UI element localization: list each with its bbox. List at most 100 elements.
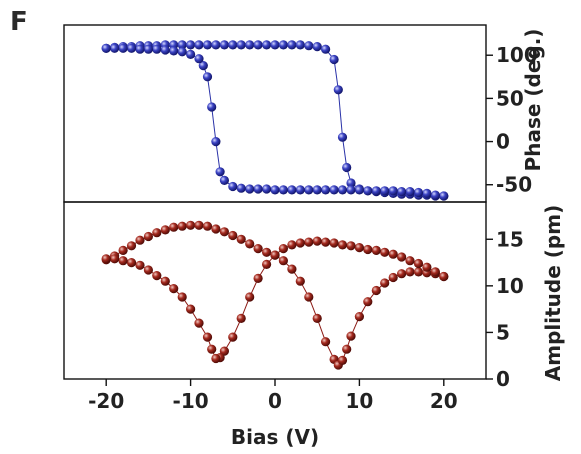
phase-data-point xyxy=(211,137,221,147)
amplitude-y-tick-label: 10 xyxy=(496,274,524,298)
amplitude-data-point xyxy=(329,238,339,248)
amplitude-data-point xyxy=(186,304,196,314)
amplitude-data-point xyxy=(413,258,424,269)
phase-data-point xyxy=(126,43,137,53)
phase-data-point xyxy=(219,40,229,50)
phase-data-point xyxy=(304,41,314,51)
amplitude-data-point xyxy=(211,224,221,234)
phase-data-point xyxy=(278,185,288,195)
x-ticks: -20 -10 0 10 20 xyxy=(88,379,458,413)
phase-data-point xyxy=(337,132,348,142)
amplitude-data-point xyxy=(312,236,322,246)
phase-y-tick-label: 50 xyxy=(496,86,524,110)
amplitude-data-point xyxy=(194,220,204,230)
amplitude-data-point xyxy=(152,271,162,281)
amplitude-data-point xyxy=(321,337,331,347)
phase-data-point xyxy=(169,46,179,56)
amplitude-data-point xyxy=(194,318,204,328)
phase-data-point xyxy=(397,187,407,197)
amplitude-data-point xyxy=(354,312,364,322)
amplitude-data-point xyxy=(397,252,407,262)
amplitude-data-point xyxy=(278,256,288,266)
amplitude-data-point xyxy=(354,243,364,253)
phase-data-point xyxy=(270,185,280,195)
phase-data-point xyxy=(304,185,314,195)
phase-data-point xyxy=(236,183,246,193)
phase-y-tick-label: 0 xyxy=(496,130,510,154)
phase-data-point xyxy=(333,85,343,95)
amplitude-data-point xyxy=(337,240,348,250)
amplitude-data-point xyxy=(278,244,288,254)
amplitude-data-point xyxy=(363,244,373,255)
phase-data-point xyxy=(101,43,111,53)
amplitude-data-point xyxy=(422,262,432,272)
x-tick-label: 0 xyxy=(268,389,282,413)
amplitude-data-point xyxy=(262,247,272,257)
amplitude-data-point xyxy=(152,228,162,238)
amplitude-data-point xyxy=(380,278,390,288)
amplitude-data-point xyxy=(253,273,263,283)
phase-data-point xyxy=(430,190,440,200)
amplitude-data-point xyxy=(295,276,305,286)
amplitude-data-point xyxy=(219,227,229,237)
phase-y-tick-label: -50 xyxy=(496,173,532,197)
phase-series-line xyxy=(106,44,444,197)
phase-data-point xyxy=(228,40,238,50)
amplitude-data-point xyxy=(177,292,187,302)
phase-axis-title: Phase (deg.) xyxy=(521,29,545,172)
amplitude-data-point xyxy=(346,241,356,251)
amplitude-data-point xyxy=(245,239,255,249)
amplitude-data-point xyxy=(253,244,263,254)
phase-data-point xyxy=(321,44,331,54)
amplitude-data-point xyxy=(160,276,170,286)
phase-data-point xyxy=(228,181,238,192)
phase-data-point xyxy=(186,49,196,60)
phase-data-point xyxy=(194,54,204,64)
phase-data-point xyxy=(439,191,449,201)
amplitude-data-point xyxy=(388,272,398,283)
amplitude-series xyxy=(101,220,449,370)
amplitude-data-point xyxy=(346,331,356,341)
phase-data-point xyxy=(405,187,415,197)
amplitude-data-point xyxy=(287,264,297,274)
amplitude-y-tick-label: 0 xyxy=(496,367,510,391)
amplitude-data-point xyxy=(118,256,128,266)
amplitude-data-point xyxy=(202,221,213,231)
amplitude-data-point xyxy=(207,344,217,354)
phase-data-point xyxy=(207,102,217,112)
phase-data-point xyxy=(354,185,364,195)
amplitude-data-point xyxy=(312,313,322,323)
x-tick-label: 10 xyxy=(345,389,373,413)
phase-data-point xyxy=(388,186,398,196)
phase-data-point xyxy=(135,44,145,54)
phase-data-point xyxy=(253,184,263,194)
phase-data-point xyxy=(262,40,272,50)
amplitude-data-point xyxy=(143,265,153,275)
phase-data-point xyxy=(219,175,229,185)
amplitude-data-point xyxy=(413,267,424,277)
phase-data-point xyxy=(329,54,339,65)
amplitude-data-point xyxy=(405,267,415,277)
amplitude-data-point xyxy=(135,260,145,270)
amplitude-data-point xyxy=(236,313,246,323)
amplitude-data-point xyxy=(295,238,305,248)
x-axis-title: Bias (V) xyxy=(231,425,319,449)
amplitude-data-point xyxy=(430,267,440,277)
amplitude-data-point xyxy=(363,297,373,307)
phase-data-point xyxy=(262,184,272,194)
amplitude-data-point xyxy=(118,245,128,255)
amplitude-data-point xyxy=(135,235,145,245)
amplitude-data-point xyxy=(287,240,297,250)
amplitude-y-tick-label: 15 xyxy=(496,227,524,251)
phase-y-ticks: 100 50 0 -50 xyxy=(486,43,538,197)
amplitude-data-point xyxy=(236,234,246,244)
amplitude-data-point xyxy=(126,241,137,251)
amplitude-data-point xyxy=(262,259,272,269)
phase-data-point xyxy=(346,185,356,195)
phase-data-point xyxy=(287,40,297,50)
amplitude-data-point xyxy=(110,254,120,264)
phase-data-point xyxy=(194,40,204,50)
amplitude-data-point xyxy=(101,254,111,264)
x-tick-label: -10 xyxy=(173,389,209,413)
phase-data-point xyxy=(143,44,153,54)
